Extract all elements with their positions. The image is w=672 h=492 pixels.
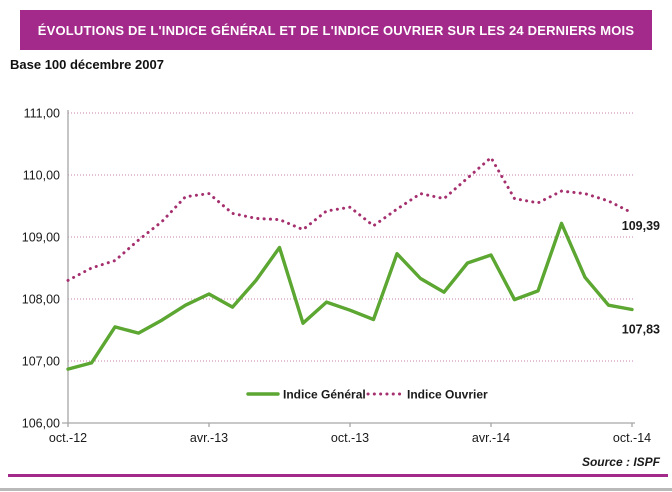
y-axis-label: 111,00: [24, 107, 60, 121]
base-note: Base 100 décembre 2007: [10, 57, 164, 72]
series-end-label: 109,39: [622, 219, 660, 233]
legend-label: Indice Général: [283, 388, 366, 402]
y-axis-label: 109,00: [22, 231, 60, 245]
x-axis-label: oct.-14: [613, 431, 651, 445]
chart-title: ÉVOLUTIONS DE L'INDICE GÉNÉRAL ET DE L'I…: [37, 22, 635, 38]
x-axis-label: avr.-14: [472, 431, 510, 445]
y-axis-label: 110,00: [23, 169, 60, 183]
series-end-label: 107,83: [622, 323, 660, 337]
series-indice-général: [66, 221, 634, 371]
x-axis-label: avr.-13: [190, 431, 228, 445]
series-indice-ouvrier: [66, 156, 634, 282]
legend-label: Indice Ouvrier: [407, 388, 488, 402]
page-bottom-edge: [0, 488, 672, 491]
x-axis-label: oct.-13: [331, 431, 369, 445]
source-label: Source : ISPF: [581, 455, 660, 469]
y-axis-label: 108,00: [22, 293, 60, 307]
bottom-rule: [8, 474, 668, 477]
y-axis-label: 106,00: [22, 417, 60, 431]
chart-title-banner: ÉVOLUTIONS DE L'INDICE GÉNÉRAL ET DE L'I…: [20, 10, 652, 50]
x-axis-label: oct.-12: [49, 431, 87, 445]
y-axis-label: 107,00: [22, 355, 60, 369]
